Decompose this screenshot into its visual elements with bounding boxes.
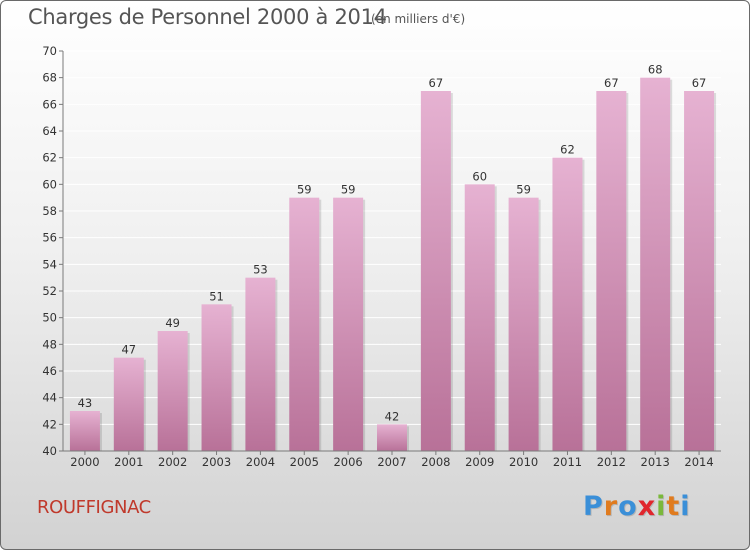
chart-subtitle: (en milliers d'€) xyxy=(371,12,466,26)
x-tick-label: 2009 xyxy=(465,455,494,469)
y-tick-label: 42 xyxy=(42,417,57,431)
x-tick-label: 2000 xyxy=(70,455,99,469)
value-label: 51 xyxy=(209,289,224,303)
value-label: 59 xyxy=(297,183,312,197)
y-tick-label: 44 xyxy=(42,391,57,405)
x-tick-label: 2012 xyxy=(597,455,626,469)
x-tick-label: 2004 xyxy=(246,455,275,469)
bar-2005 xyxy=(289,197,320,451)
x-tick-label: 2002 xyxy=(158,455,187,469)
value-label: 59 xyxy=(516,183,531,197)
y-tick-label: 50 xyxy=(42,311,57,325)
bar-2003 xyxy=(201,304,232,451)
bar-2008 xyxy=(420,91,451,451)
value-label: 67 xyxy=(429,76,444,90)
x-tick-label: 2010 xyxy=(509,455,538,469)
bar-2001 xyxy=(113,357,144,451)
bar-2004 xyxy=(245,277,276,451)
logo-letter: o xyxy=(618,491,638,522)
y-tick-label: 54 xyxy=(42,257,57,271)
bar-2010 xyxy=(508,197,539,451)
x-tick-label: 2014 xyxy=(684,455,713,469)
y-tick-label: 66 xyxy=(42,97,57,111)
y-tick-label: 68 xyxy=(42,71,57,85)
value-label: 68 xyxy=(648,63,663,77)
y-tick-label: 64 xyxy=(42,124,57,138)
bar-2006 xyxy=(333,197,364,451)
x-tick-label: 2001 xyxy=(114,455,143,469)
x-tick-label: 2005 xyxy=(290,455,319,469)
y-tick-label: 62 xyxy=(42,151,57,165)
y-tick-label: 40 xyxy=(42,444,57,458)
x-tick-label: 2003 xyxy=(202,455,231,469)
value-label: 62 xyxy=(560,143,575,157)
x-tick-label: 2013 xyxy=(641,455,670,469)
value-label: 53 xyxy=(253,263,268,277)
bar-2000 xyxy=(69,411,100,451)
y-tick-label: 52 xyxy=(42,284,57,298)
value-label: 43 xyxy=(78,396,93,410)
proxiti-logo: Proxiti xyxy=(583,491,691,522)
y-tick-label: 58 xyxy=(42,204,57,218)
x-tick-label: 2006 xyxy=(333,455,362,469)
bar-2002 xyxy=(157,331,188,451)
bar-2007 xyxy=(377,424,407,451)
bar-2009 xyxy=(464,184,495,452)
y-tick-label: 48 xyxy=(42,337,57,351)
x-tick-label: 2008 xyxy=(421,455,450,469)
x-tick-label: 2011 xyxy=(553,455,582,469)
logo-letter: P xyxy=(583,491,604,522)
logo-letter: i xyxy=(680,491,691,522)
bar-2013 xyxy=(640,77,671,452)
value-label: 67 xyxy=(604,76,619,90)
bar-2014 xyxy=(684,91,715,451)
logo-letter: t xyxy=(666,491,681,522)
value-label: 47 xyxy=(121,343,136,357)
bar-2012 xyxy=(596,91,627,451)
y-tick-label: 46 xyxy=(42,364,57,378)
y-tick-label: 60 xyxy=(42,177,57,191)
logo-letter: i xyxy=(656,491,667,522)
bars: 43 47 49 51 53 59 59 42 67 60 59 62 67 68 67 xyxy=(69,63,717,452)
y-tick-label: 56 xyxy=(42,231,57,245)
logo-letter: r xyxy=(603,491,619,522)
commune-name: ROUFFIGNAC xyxy=(37,497,151,518)
bar-2011 xyxy=(552,157,583,451)
value-label: 42 xyxy=(385,409,400,423)
value-label: 67 xyxy=(692,76,707,90)
axes: 40 42 44 46 48 50 52 54 56 58 60 62 64 66 68 70 2000 2001… xyxy=(42,44,721,469)
value-label: 49 xyxy=(165,316,180,330)
chart-title: Charges de Personnel 2000 à 2014 xyxy=(28,5,387,29)
logo-letter: x xyxy=(637,491,657,522)
y-tick-label: 70 xyxy=(42,44,57,58)
value-label: 60 xyxy=(472,169,487,183)
value-label: 59 xyxy=(341,183,356,197)
x-tick-label: 2007 xyxy=(377,455,406,469)
